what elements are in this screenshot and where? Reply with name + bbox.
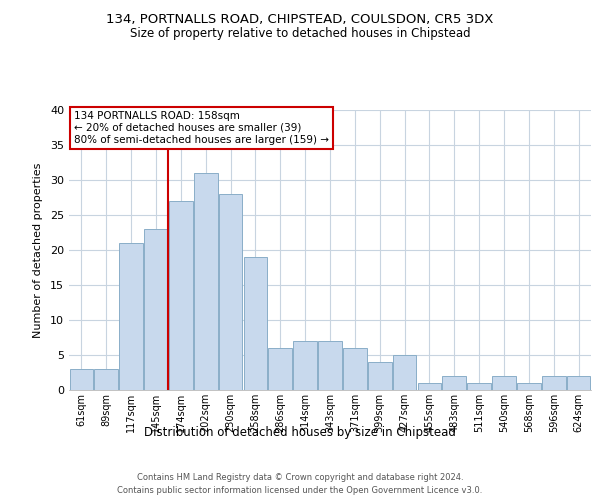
Bar [467, 383, 491, 390]
Bar [94, 369, 118, 390]
Bar [219, 194, 242, 390]
Bar [542, 376, 566, 390]
Bar [169, 201, 193, 390]
Bar [517, 383, 541, 390]
Bar [567, 376, 590, 390]
Bar [119, 243, 143, 390]
Y-axis label: Number of detached properties: Number of detached properties [33, 162, 43, 338]
Bar [343, 348, 367, 390]
Bar [268, 348, 292, 390]
Text: Distribution of detached houses by size in Chipstead: Distribution of detached houses by size … [144, 426, 456, 439]
Text: Size of property relative to detached houses in Chipstead: Size of property relative to detached ho… [130, 28, 470, 40]
Bar [318, 341, 342, 390]
Bar [418, 383, 441, 390]
Bar [144, 229, 168, 390]
Bar [442, 376, 466, 390]
Text: Contains HM Land Registry data © Crown copyright and database right 2024.
Contai: Contains HM Land Registry data © Crown c… [118, 474, 482, 495]
Bar [293, 341, 317, 390]
Bar [70, 369, 93, 390]
Bar [492, 376, 516, 390]
Text: 134 PORTNALLS ROAD: 158sqm
← 20% of detached houses are smaller (39)
80% of semi: 134 PORTNALLS ROAD: 158sqm ← 20% of deta… [74, 112, 329, 144]
Bar [393, 355, 416, 390]
Bar [194, 173, 218, 390]
Bar [368, 362, 392, 390]
Bar [244, 257, 267, 390]
Text: 134, PORTNALLS ROAD, CHIPSTEAD, COULSDON, CR5 3DX: 134, PORTNALLS ROAD, CHIPSTEAD, COULSDON… [106, 12, 494, 26]
